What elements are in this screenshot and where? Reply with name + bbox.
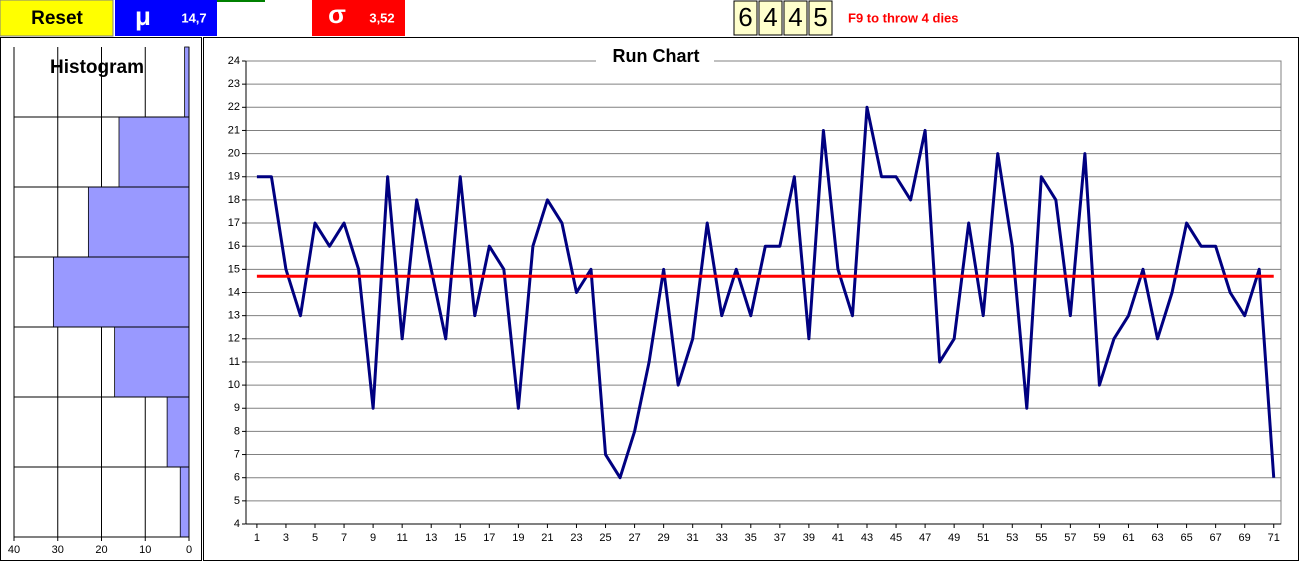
y-tick-label: 10 xyxy=(228,379,240,391)
x-tick-label: 13 xyxy=(425,532,437,544)
x-tick-label: 55 xyxy=(1035,532,1047,544)
x-tick-label: 27 xyxy=(628,532,640,544)
x-tick-label: 30 xyxy=(52,544,64,556)
sd-box xyxy=(312,0,405,36)
die-face: 6 xyxy=(738,2,752,32)
y-tick-label: 18 xyxy=(228,194,240,206)
y-tick-label: 14 xyxy=(228,286,240,298)
x-tick-label: 41 xyxy=(832,532,844,544)
bar xyxy=(118,116,190,188)
y-tick-label: 23 xyxy=(228,78,240,90)
sd-value: 3,52 xyxy=(369,10,394,25)
bar xyxy=(184,46,190,118)
y-tick-label: 15 xyxy=(228,263,240,275)
x-tick-label: 7 xyxy=(341,532,347,544)
chart-title: Run Chart xyxy=(613,46,700,66)
x-tick-label: 69 xyxy=(1239,532,1251,544)
x-tick-label: 61 xyxy=(1122,532,1134,544)
y-tick-label: 16 xyxy=(228,240,240,252)
die-face: 4 xyxy=(788,2,802,32)
die xyxy=(808,0,833,36)
x-tick-label: 20 xyxy=(95,544,107,556)
mean-box xyxy=(115,0,217,36)
x-tick-label: 25 xyxy=(599,532,611,544)
x-tick-label: 15 xyxy=(454,532,466,544)
y-tick-label: 24 xyxy=(228,55,240,67)
x-tick-label: 53 xyxy=(1006,532,1018,544)
x-tick-label: 31 xyxy=(687,532,699,544)
x-tick-label: 59 xyxy=(1093,532,1105,544)
x-tick-label: 29 xyxy=(658,532,670,544)
y-tick-label: 20 xyxy=(228,148,240,160)
x-tick-label: 23 xyxy=(570,532,582,544)
y-tick-label: 4 xyxy=(234,518,240,530)
die xyxy=(758,0,783,36)
x-tick-label: 43 xyxy=(861,532,873,544)
x-tick-label: 51 xyxy=(977,532,989,544)
chart-title: Histogram xyxy=(50,57,144,78)
y-tick-label: 12 xyxy=(228,333,240,345)
x-tick-label: 71 xyxy=(1268,532,1280,544)
y-tick-label: 8 xyxy=(234,425,240,437)
x-tick-label: 35 xyxy=(745,532,757,544)
reset-button[interactable] xyxy=(0,0,114,37)
reset-label[interactable]: Reset xyxy=(31,8,83,29)
x-tick-label: 37 xyxy=(774,532,786,544)
x-tick-label: 21 xyxy=(541,532,553,544)
die xyxy=(783,0,808,36)
x-tick-label: 11 xyxy=(396,532,407,544)
x-tick-label: 0 xyxy=(186,544,192,556)
y-tick-label: 22 xyxy=(228,101,240,113)
x-tick-label: 10 xyxy=(139,544,151,556)
x-tick-label: 19 xyxy=(512,532,524,544)
y-tick-label: 9 xyxy=(234,402,240,414)
y-tick-label: 7 xyxy=(234,448,240,460)
x-tick-label: 17 xyxy=(483,532,495,544)
title-bg xyxy=(596,46,714,68)
y-tick-label: 17 xyxy=(228,217,240,229)
bar xyxy=(114,326,190,398)
y-tick-label: 13 xyxy=(228,310,240,322)
x-tick-label: 65 xyxy=(1180,532,1192,544)
bar xyxy=(87,186,190,258)
mean-symbol: μ xyxy=(135,1,151,31)
x-tick-label: 57 xyxy=(1064,532,1076,544)
x-tick-label: 63 xyxy=(1151,532,1163,544)
run-line xyxy=(256,105,1276,480)
bar xyxy=(166,396,190,468)
mean-value: 14,7 xyxy=(181,10,206,25)
y-tick-label: 21 xyxy=(228,124,240,136)
x-tick-label: 45 xyxy=(890,532,902,544)
die-face: 5 xyxy=(813,2,827,32)
die-face: 4 xyxy=(763,2,777,32)
bar xyxy=(52,256,190,328)
y-tick-label: 11 xyxy=(229,356,240,368)
x-tick-label: 49 xyxy=(948,532,960,544)
y-tick-label: 19 xyxy=(228,171,240,183)
y-tick-label: 5 xyxy=(234,495,240,507)
hint: F9 to throw 4 dies xyxy=(848,10,959,25)
sd-symbol: σ xyxy=(328,0,346,29)
die xyxy=(733,0,758,36)
x-tick-label: 40 xyxy=(8,544,20,556)
x-tick-label: 5 xyxy=(312,532,318,544)
y-tick-label: 6 xyxy=(234,472,240,484)
x-tick-label: 33 xyxy=(716,532,728,544)
bar xyxy=(179,466,190,538)
x-tick-label: 9 xyxy=(370,532,376,544)
x-tick-label: 67 xyxy=(1210,532,1222,544)
x-tick-label: 1 xyxy=(254,532,260,544)
run-chart-panel xyxy=(203,37,1299,561)
x-tick-label: 3 xyxy=(283,532,289,544)
x-tick-label: 39 xyxy=(803,532,815,544)
x-tick-label: 47 xyxy=(919,532,931,544)
